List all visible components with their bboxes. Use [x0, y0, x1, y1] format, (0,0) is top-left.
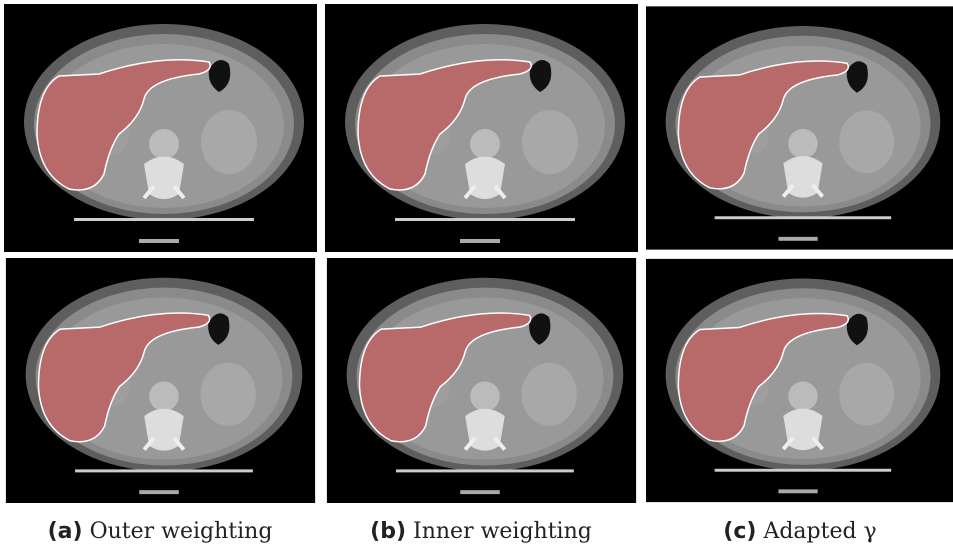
caption-text: Adapted γ — [762, 519, 876, 544]
caption-label: (c) — [723, 519, 756, 544]
caption-label: (a) — [48, 519, 83, 544]
ct-image — [4, 4, 317, 252]
caption: (c) Adapted γ — [723, 519, 876, 544]
caption: (b) Inner weighting — [370, 519, 592, 544]
caption: (a) Outer weighting — [48, 519, 273, 544]
ct-image — [327, 258, 636, 503]
caption-label: (b) — [370, 519, 406, 544]
figure: (a) Outer weighting (b) Inner weighting … — [0, 0, 953, 552]
ct-image — [6, 258, 315, 503]
ct-image — [325, 4, 638, 252]
caption-text: Outer weighting — [90, 519, 273, 544]
ct-image — [646, 259, 953, 502]
ct-image — [646, 6, 953, 249]
caption-text: Inner weighting — [413, 519, 592, 544]
